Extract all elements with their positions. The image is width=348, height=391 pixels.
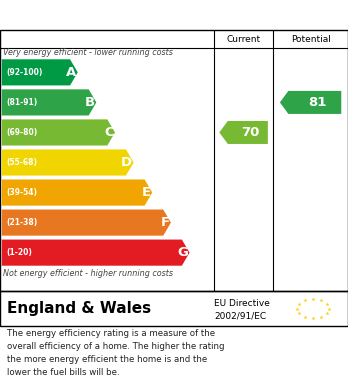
Text: 2002/91/EC: 2002/91/EC <box>214 312 266 321</box>
Polygon shape <box>2 210 171 236</box>
Text: E: E <box>142 186 151 199</box>
Text: (1-20): (1-20) <box>6 248 32 257</box>
Polygon shape <box>2 149 134 176</box>
Text: 70: 70 <box>240 126 259 139</box>
Text: B: B <box>85 96 95 109</box>
Polygon shape <box>280 91 341 114</box>
Text: (81-91): (81-91) <box>6 98 37 107</box>
Polygon shape <box>219 121 268 144</box>
Polygon shape <box>2 59 78 86</box>
Text: Not energy efficient - higher running costs: Not energy efficient - higher running co… <box>3 269 174 278</box>
Polygon shape <box>2 179 152 206</box>
Text: Energy Efficiency Rating: Energy Efficiency Rating <box>7 7 217 23</box>
Text: Current: Current <box>227 34 261 43</box>
Text: Potential: Potential <box>291 34 331 43</box>
Polygon shape <box>2 119 115 145</box>
Polygon shape <box>2 240 190 266</box>
Text: (69-80): (69-80) <box>6 128 37 137</box>
Text: (21-38): (21-38) <box>6 218 37 227</box>
Text: Very energy efficient - lower running costs: Very energy efficient - lower running co… <box>3 48 173 57</box>
Text: (55-68): (55-68) <box>6 158 37 167</box>
Text: England & Wales: England & Wales <box>7 301 151 316</box>
Text: D: D <box>121 156 132 169</box>
Text: F: F <box>160 216 169 229</box>
Text: A: A <box>66 66 76 79</box>
Text: (92-100): (92-100) <box>6 68 42 77</box>
Text: G: G <box>177 246 188 259</box>
Text: C: C <box>104 126 113 139</box>
Text: The energy efficiency rating is a measure of the
overall efficiency of a home. T: The energy efficiency rating is a measur… <box>7 329 224 377</box>
Text: (39-54): (39-54) <box>6 188 37 197</box>
Text: 81: 81 <box>308 96 327 109</box>
Polygon shape <box>2 90 96 115</box>
Text: EU Directive: EU Directive <box>214 299 270 308</box>
